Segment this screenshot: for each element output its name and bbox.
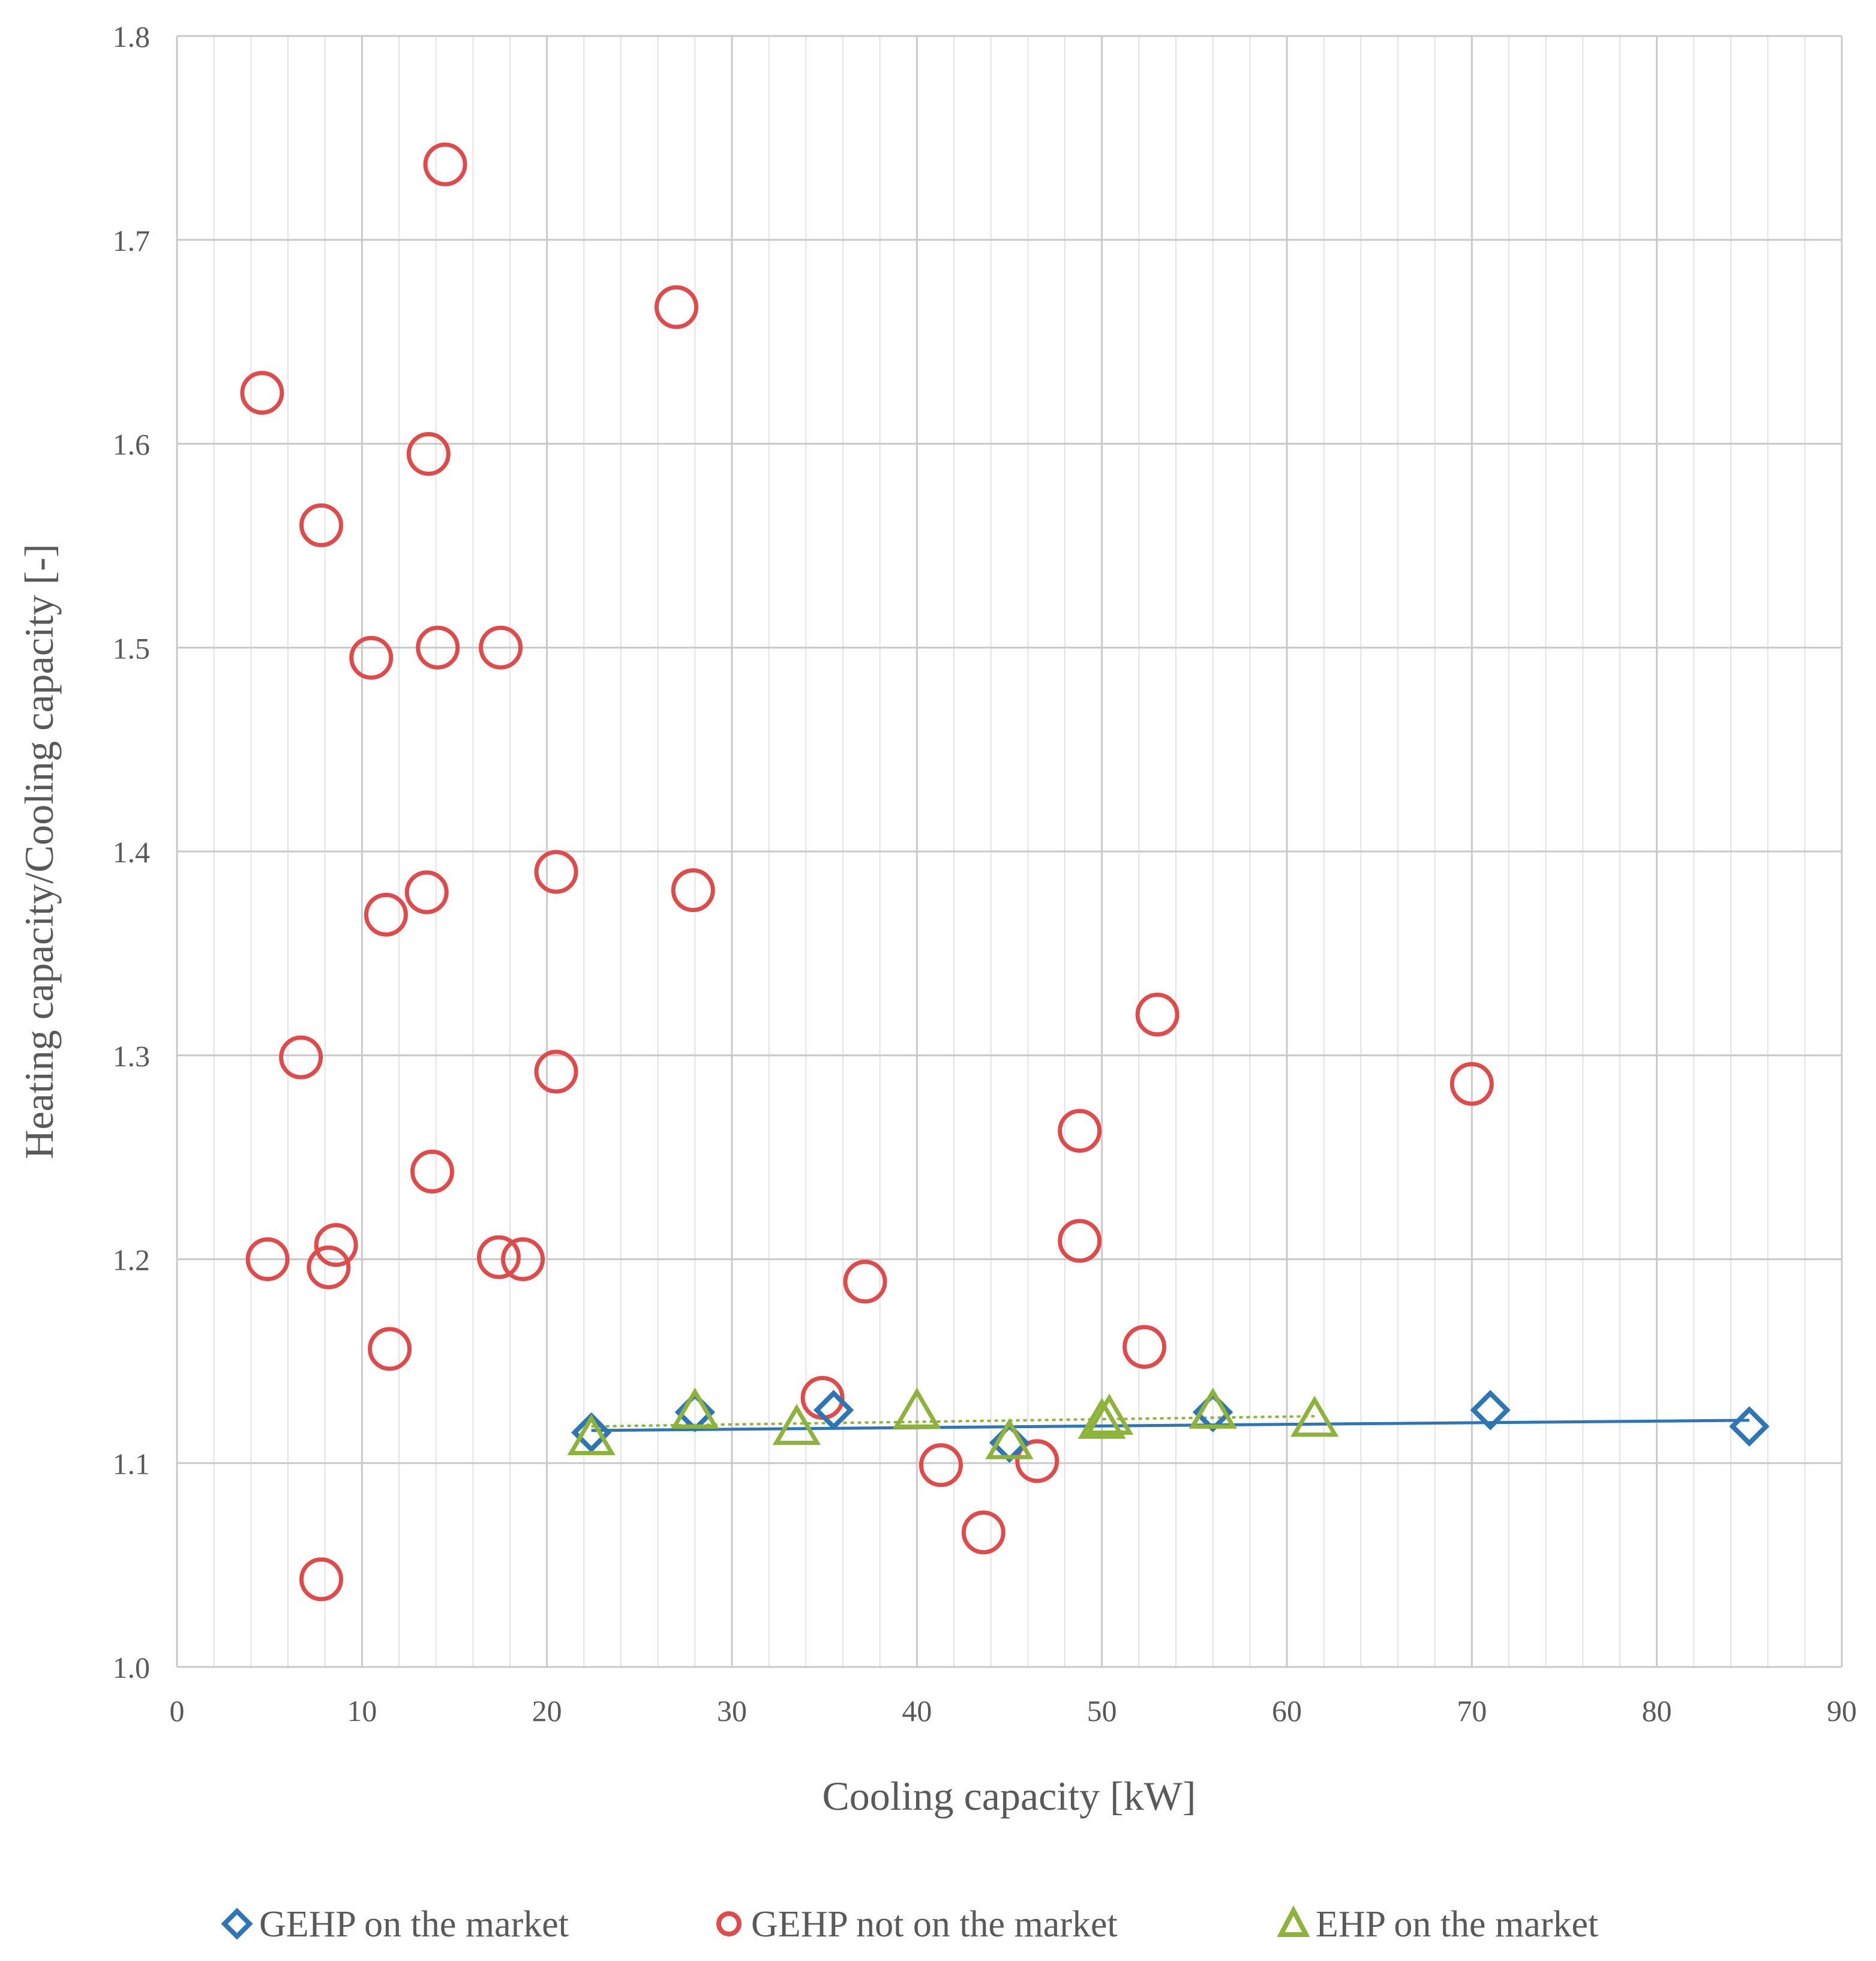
- legend-item-ehp-on-market[interactable]: EHP on the market: [1277, 1904, 1598, 1945]
- legend-item-gehp-on-market[interactable]: GEHP on the market: [221, 1904, 569, 1945]
- y-tick-label: 1.6: [113, 428, 151, 461]
- legend-label-ehp-on-market: EHP on the market: [1316, 1904, 1598, 1945]
- gehp-not-on-market-point: [919, 1443, 963, 1488]
- data-markers: [240, 142, 1770, 1602]
- gehp-not-on-market-point: [240, 371, 284, 415]
- gehp-not-on-market-point: [299, 1557, 343, 1602]
- gehp-not-on-market-point: [501, 1237, 545, 1281]
- ehp-on-market-point: [671, 1387, 719, 1429]
- x-tick-label: 90: [1827, 1694, 1857, 1728]
- gehp-on-market-point: [813, 1390, 854, 1431]
- y-tick-label: 1.5: [113, 631, 151, 665]
- gehp-not-on-market-point: [279, 1035, 323, 1080]
- gehp-on-market-point: [989, 1422, 1030, 1463]
- x-tick-label: 30: [717, 1694, 747, 1728]
- gehp-not-on-market-point: [534, 1050, 578, 1094]
- x-axis-tick-labels: 0 10 20 30 40 50 60 70 80 90: [170, 1694, 1857, 1728]
- x-axis-title: Cooling capacity [kW]: [822, 1773, 1196, 1819]
- ehp-on-market-point: [985, 1418, 1034, 1459]
- gehp-not-on-market-point: [655, 285, 698, 329]
- ehp-on-market-point: [1085, 1393, 1134, 1435]
- gehp-not-on-market-point: [477, 1235, 521, 1279]
- gehp-not-on-market-point: [299, 503, 343, 547]
- y-tick-label: 1.3: [113, 1039, 151, 1073]
- gehp-not-on-market-point: [423, 142, 467, 187]
- gehp-not-on-market-point: [1449, 1062, 1494, 1106]
- ehp-on-market-point: [1077, 1398, 1126, 1439]
- gehp-not-on-market-point: [1058, 1108, 1102, 1153]
- gehp-on-market-point: [1470, 1390, 1511, 1431]
- trendline-triangle: [591, 1415, 1315, 1428]
- x-tick-label: 0: [170, 1694, 185, 1728]
- y-tick-label: 1.2: [113, 1243, 151, 1277]
- ehp-on-market-point: [772, 1404, 821, 1445]
- legend-triangle-marker: [1277, 1905, 1310, 1937]
- y-tick-label: 1.7: [113, 224, 151, 257]
- gehp-not-on-market-point: [245, 1237, 290, 1281]
- legend-diamond-marker: [221, 1908, 253, 1940]
- legend-label-gehp-not-on-market: GEHP not on the market: [751, 1904, 1118, 1945]
- x-tick-label: 70: [1457, 1694, 1487, 1728]
- y-tick-label: 1.0: [113, 1651, 151, 1684]
- gehp-not-on-market-point: [404, 870, 449, 914]
- gehp-not-on-market-point: [349, 635, 394, 680]
- gehp-not-on-market-point: [364, 892, 408, 937]
- gehp-on-market-point: [674, 1392, 715, 1432]
- x-tick-label: 20: [532, 1694, 562, 1728]
- gehp-not-on-market-point: [671, 868, 715, 913]
- x-tick-label: 80: [1642, 1694, 1672, 1728]
- y-axis-title: Heating capacity/Cooling capacity [-]: [16, 544, 62, 1159]
- x-tick-label: 50: [1087, 1694, 1117, 1728]
- gehp-not-on-market-point: [406, 431, 451, 476]
- x-tick-label: 40: [902, 1694, 932, 1728]
- y-tick-label: 1.1: [113, 1447, 151, 1480]
- legend-circle-marker: [716, 1911, 742, 1936]
- gehp-not-on-market-point: [961, 1510, 1005, 1555]
- major-gridlines: [176, 35, 1843, 1668]
- gehp-on-market-point: [571, 1412, 612, 1453]
- x-tick-label: 60: [1272, 1694, 1302, 1728]
- gehp-not-on-market-point: [534, 850, 578, 894]
- ehp-on-market-point: [567, 1414, 616, 1455]
- gehp-not-on-market-point: [1135, 993, 1179, 1037]
- gehp-not-on-market-point: [307, 1245, 351, 1290]
- gehp-on-market-point: [1193, 1392, 1233, 1432]
- gehp-not-on-market-point: [410, 1149, 454, 1194]
- legend: GEHP on the market GEHP not on the marke…: [221, 1904, 1598, 1945]
- legend-label-gehp-on-market: GEHP on the market: [259, 1904, 569, 1945]
- gehp-not-on-market-point: [416, 625, 460, 670]
- gehp-not-on-market-point: [843, 1260, 887, 1304]
- y-tick-label: 1.8: [113, 20, 151, 53]
- ehp-on-market-point: [1188, 1387, 1237, 1429]
- gehp-not-on-market-point: [314, 1223, 358, 1267]
- ehp-on-market-point: [1290, 1395, 1339, 1437]
- gehp-on-market-point: [1729, 1406, 1770, 1447]
- gehp-not-on-market-point: [1015, 1439, 1059, 1483]
- y-axis-tick-labels: 1.0 1.1 1.2 1.3 1.4 1.5 1.6 1.7 1.8: [113, 20, 151, 1684]
- gehp-not-on-market-point: [1122, 1325, 1167, 1369]
- gehp-not-on-market-point: [368, 1327, 412, 1371]
- x-tick-label: 10: [347, 1694, 377, 1728]
- y-tick-label: 1.4: [113, 835, 151, 869]
- ehp-on-market-point: [893, 1387, 941, 1429]
- legend-item-gehp-not-on-market[interactable]: GEHP not on the market: [716, 1904, 1118, 1945]
- gehp-not-on-market-point: [1058, 1219, 1102, 1263]
- gehp-not-on-market-point: [479, 625, 523, 670]
